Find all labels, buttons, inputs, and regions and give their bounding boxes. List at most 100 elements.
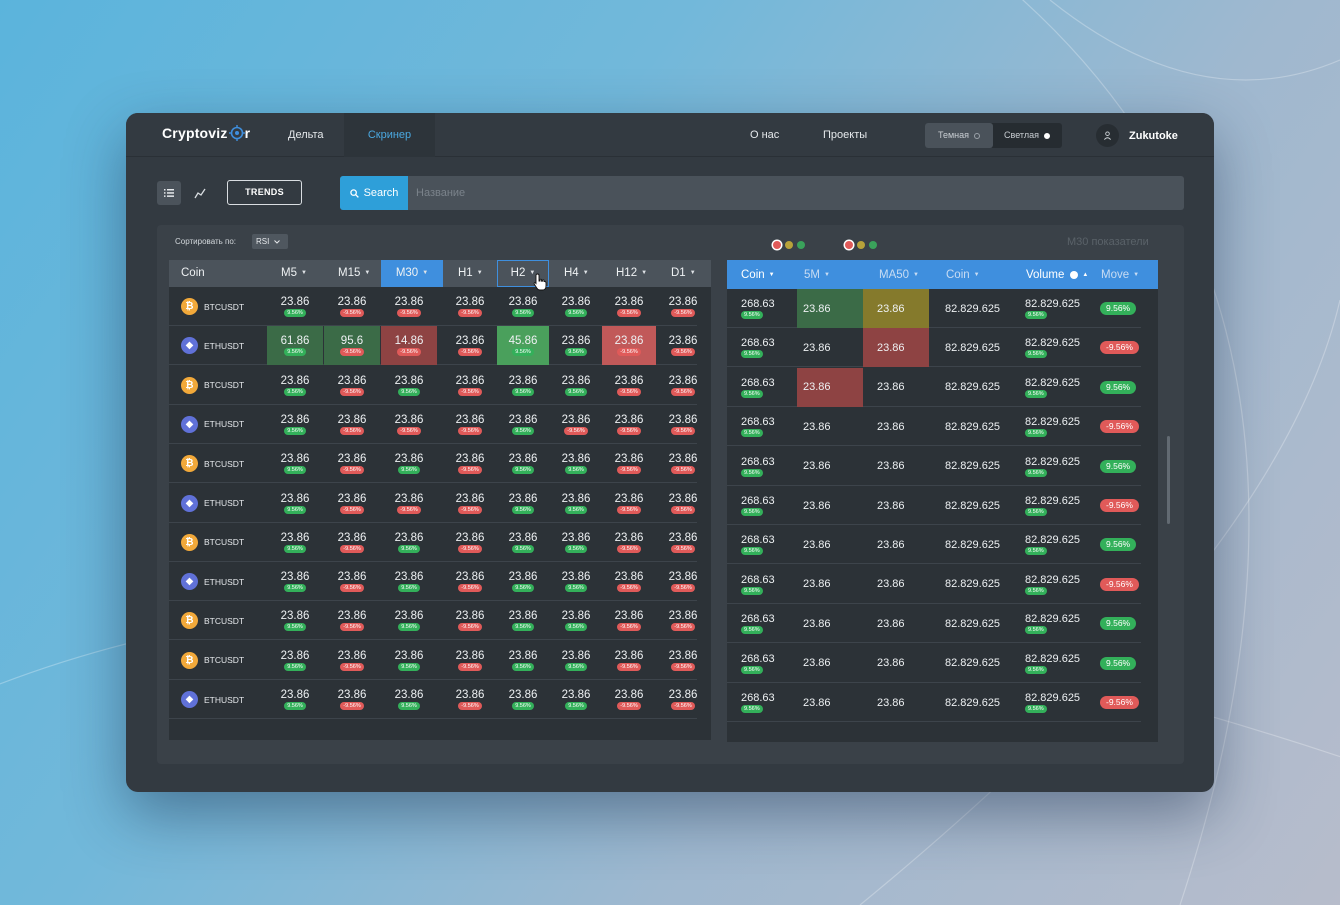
column-header-5m-1[interactable]: 5M ▼ <box>804 260 830 289</box>
table-row[interactable]: 268.63 9.56% 23.86 23.86 82.829.625 82.829.62… <box>727 683 1141 722</box>
price-cell: 268.63 9.56% <box>741 525 791 564</box>
column-header-h1[interactable]: H1 ▼ <box>458 260 483 287</box>
table-row[interactable]: ₿ BTCUSDT 23.86 9.56% 23.86 -9.56% 23.86 -9.56%… <box>169 287 697 326</box>
cell-value: 23.86 <box>614 374 644 387</box>
cell-value: 82.829.625 <box>945 538 1001 551</box>
column-header-d1[interactable]: D1 ▼ <box>671 260 696 287</box>
table-row[interactable]: 268.63 9.56% 23.86 23.86 82.829.625 82.829.62… <box>727 525 1141 565</box>
change-badge: 9.56% <box>565 623 587 632</box>
cell-value: 82.829.625 <box>1025 495 1081 507</box>
column-header-label: Volume <box>1026 268 1065 281</box>
table-row[interactable]: ◆ ETHUSDT 23.86 9.56% 23.86 -9.56% 23.86 -9.56%… <box>169 484 697 523</box>
cell-value: 23.86 <box>614 571 644 584</box>
value-cell: 23.86 9.56% <box>550 601 602 640</box>
column-header-coin-3[interactable]: Coin ▼ <box>946 260 980 289</box>
value-cell: 23.86 -9.56% <box>324 523 380 562</box>
volume-cell: 82.829.625 9.56% <box>1025 604 1099 643</box>
table-row[interactable]: ₿ BTCUSDT 23.86 9.56% 23.86 -9.56% 23.86 9.56% 2… <box>169 641 697 680</box>
coin-value-cell: 82.829.625 <box>945 644 1025 683</box>
change-badge: 9.56% <box>1025 547 1047 556</box>
change-badge: 9.56% <box>512 466 534 475</box>
column-header-coin-0[interactable]: Coin ▼ <box>741 260 775 289</box>
value-cell: 23.86 -9.56% <box>602 641 656 680</box>
value-cell: 23.86 9.56% <box>550 641 602 680</box>
value-cell: 23.86 -9.56% <box>324 287 380 326</box>
change-badge: 9.56% <box>284 662 306 671</box>
yellow-dot-icon[interactable] <box>785 241 793 249</box>
volume-cell: 82.829.625 9.56% <box>1025 368 1099 407</box>
column-header-coin[interactable]: Coin <box>181 260 205 287</box>
table-row[interactable]: ₿ BTCUSDT 23.86 9.56% 23.86 -9.56% 23.86 9.56% 2… <box>169 444 697 484</box>
nav-projects[interactable]: Проекты <box>823 129 868 141</box>
nav-about[interactable]: О нас <box>750 129 780 141</box>
chart-view-button[interactable] <box>188 181 212 205</box>
value-cell: 23.86 9.56% <box>497 366 549 405</box>
cell-value: 23.86 <box>668 531 698 544</box>
table-row[interactable]: ◆ ETHUSDT 23.86 9.56% 23.86 -9.56% 23.86 9.56% 2… <box>169 562 697 602</box>
sort-select[interactable]: RSI <box>252 234 288 249</box>
yellow-dot-icon[interactable] <box>857 241 865 249</box>
nav-screener[interactable]: Скринер <box>344 113 435 157</box>
column-header-move-5[interactable]: Move ▼ <box>1101 260 1139 289</box>
coin-cell: ₿ BTCUSDT <box>181 287 244 326</box>
change-badge: 9.56% <box>741 586 763 595</box>
nav-delta[interactable]: Дельта <box>288 129 324 141</box>
green-dot-icon[interactable] <box>869 241 877 249</box>
value-cell: 23.86 9.56% <box>497 680 549 719</box>
column-header-ma50-2[interactable]: MA50 ▼ <box>879 260 919 289</box>
trends-button[interactable]: TRENDS <box>227 180 302 205</box>
value-cell: 23.86 9.56% <box>267 523 323 562</box>
cell-value: 23.86 <box>877 499 905 512</box>
table-row[interactable]: 268.63 9.56% 23.86 23.86 82.829.625 82.829.62… <box>727 486 1141 525</box>
table-row[interactable]: 268.63 9.56% 23.86 23.86 82.829.625 82.829.62… <box>727 367 1141 407</box>
theme-light-label: Светлая <box>1004 130 1039 140</box>
value-cell: 23.86 -9.56% <box>444 287 496 326</box>
cell-value: 23.86 <box>337 649 367 662</box>
column-header-m15[interactable]: M15 ▼ <box>338 260 370 287</box>
logo[interactable]: Cryptoviz r <box>162 125 250 141</box>
coin-cell: ◆ ETHUSDT <box>181 405 244 444</box>
cell-value: 82.829.625 <box>945 696 1001 709</box>
table-row[interactable]: 268.63 9.56% 23.86 23.86 82.829.625 82.829.62… <box>727 328 1141 368</box>
scrollbar-thumb[interactable] <box>1167 436 1170 524</box>
table-row[interactable]: ◆ ETHUSDT 23.86 9.56% 23.86 -9.56% 23.86 -9.56%… <box>169 405 697 444</box>
table-row[interactable]: 268.63 9.56% 23.86 23.86 82.829.625 82.829.62… <box>727 447 1141 486</box>
value-cell: 23.86 9.56% <box>267 484 323 523</box>
table-row[interactable]: 268.63 9.56% 23.86 23.86 82.829.625 82.829.62… <box>727 565 1141 604</box>
theme-dark-option[interactable]: Темная <box>925 123 993 148</box>
table-row[interactable]: 268.63 9.56% 23.86 23.86 82.829.625 82.829.62… <box>727 604 1141 644</box>
table-row[interactable]: 268.63 9.56% 23.86 23.86 82.829.625 82.829.62… <box>727 644 1141 683</box>
change-badge: 9.56% <box>398 544 420 553</box>
table-row[interactable]: ₿ BTCUSDT 23.86 9.56% 23.86 -9.56% 23.86 9.56% 2… <box>169 366 697 405</box>
search-input[interactable] <box>416 176 1176 210</box>
price-cell: 268.63 9.56% <box>741 683 791 722</box>
cell-value: 23.86 <box>668 610 698 623</box>
change-badge: 9.56% <box>741 508 763 516</box>
user-menu[interactable]: Zukutoke <box>1096 124 1178 147</box>
table-row[interactable]: ◆ ETHUSDT 23.86 9.56% 23.86 -9.56% 23.86 9.56% 2… <box>169 680 697 719</box>
cell-value: 23.86 <box>337 610 367 623</box>
column-header-m30[interactable]: M30 ▼ <box>381 260 443 287</box>
change-badge: 9.56% <box>565 505 587 514</box>
column-header-volume-4[interactable]: Volume ▲ <box>1026 260 1088 289</box>
green-dot-icon[interactable] <box>797 241 805 249</box>
red-dot-icon[interactable] <box>773 241 781 249</box>
table-row[interactable]: ₿ BTCUSDT 23.86 9.56% 23.86 -9.56% 23.86 9.56% 2… <box>169 523 697 562</box>
change-badge: -9.56% <box>617 387 641 396</box>
list-view-button[interactable] <box>157 181 181 205</box>
table-row[interactable]: ₿ BTCUSDT 23.86 9.56% 23.86 -9.56% 23.86 9.56% 2… <box>169 601 698 641</box>
column-header-h4[interactable]: H4 ▼ <box>564 260 589 287</box>
table-row[interactable]: 268.63 9.56% 23.86 23.86 82.829.625 82.829.62… <box>727 289 1141 328</box>
change-badge: 9.56% <box>565 387 587 396</box>
table-row[interactable]: 268.63 9.56% 23.86 23.86 82.829.625 82.829.62… <box>727 407 1141 447</box>
table-row[interactable]: ◆ ETHUSDT 61.86 9.56% 95.6 -9.56% 14.86 -9.56% 2… <box>169 326 697 366</box>
move-badge: 9.56% <box>1100 538 1137 552</box>
theme-light-option[interactable]: Светлая <box>993 123 1061 148</box>
m5-cell: 23.86 <box>797 328 863 367</box>
column-header-h12[interactable]: H12 ▼ <box>616 260 647 287</box>
column-header-m5[interactable]: M5 ▼ <box>281 260 307 287</box>
value-cell: 23.86 9.56% <box>381 444 437 483</box>
value-cell: 23.86 -9.56% <box>444 366 496 405</box>
search-button[interactable]: Search <box>340 176 408 210</box>
red-dot-icon[interactable] <box>845 241 853 249</box>
